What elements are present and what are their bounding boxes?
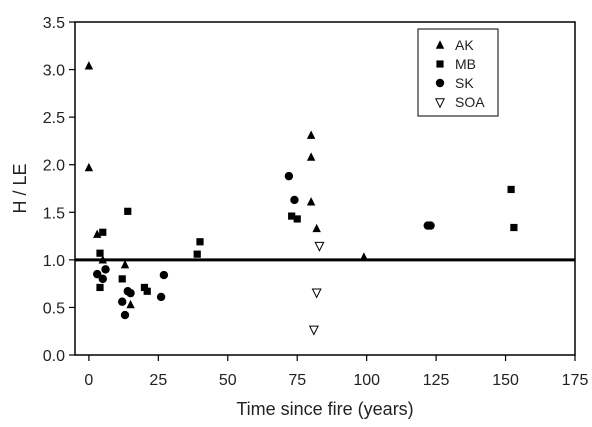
data-point-soa (311, 288, 322, 299)
y-axis-title: H / LE (10, 163, 30, 213)
y-tick-label: 1.5 (43, 205, 65, 222)
data-point-ak (312, 223, 321, 233)
legend-marker-soa (434, 98, 446, 109)
data-point-mb (193, 250, 201, 258)
data-point-ak (98, 255, 107, 264)
y-tick-label: 3.0 (43, 63, 65, 80)
data-point-ak (359, 252, 369, 261)
x-tick-label: 25 (149, 372, 167, 389)
data-point-sk (118, 297, 127, 306)
data-point-ak (126, 299, 135, 309)
legend-marker-ak (435, 40, 445, 49)
y-tick-label: 3.5 (43, 15, 65, 32)
data-point-ak (306, 130, 316, 139)
data-point-sk (126, 288, 135, 298)
data-point-ak (120, 259, 130, 269)
legend-marker-mb (436, 60, 444, 68)
y-tick-label: 1.0 (43, 253, 65, 270)
x-axis-title: Time since fire (years) (236, 399, 413, 419)
data-point-ak (84, 61, 94, 70)
x-tick-label: 150 (492, 372, 519, 389)
data-point-ak (306, 197, 316, 206)
data-point-mb (96, 283, 104, 292)
data-point-mb (288, 212, 296, 220)
data-point-mb (196, 238, 204, 246)
legend-label-mb: MB (455, 56, 476, 72)
data-point-mb (507, 185, 515, 194)
legend-marker-sk (435, 78, 445, 88)
y-tick-label: 2.5 (43, 110, 65, 127)
y-tick-label: 2.0 (43, 158, 65, 175)
x-tick-label: 75 (288, 372, 306, 389)
data-point-sk (159, 270, 169, 280)
data-point-mb (293, 215, 301, 223)
data-point-sk (284, 171, 294, 181)
legend: AK MB SK SOA (417, 28, 499, 117)
data-point-mb (143, 287, 151, 295)
x-tick-label: 0 (84, 372, 93, 389)
data-point-sk (93, 269, 102, 279)
data-point-sk (290, 195, 299, 205)
legend-label-sk: SK (455, 75, 474, 91)
data-point-mb (124, 207, 132, 215)
x-tick-label: 175 (562, 372, 589, 389)
data-point-soa (308, 325, 319, 336)
data-point-mb (118, 275, 126, 283)
data-point-sk (120, 310, 130, 320)
x-tick-label: 50 (219, 372, 237, 389)
data-point-ak (84, 162, 94, 172)
x-tick-label: 125 (423, 372, 450, 389)
legend-box (417, 28, 499, 117)
data-point-sk (101, 265, 110, 274)
x-tick-label: 100 (353, 372, 380, 389)
data-point-mb (99, 228, 107, 236)
data-point-mb (510, 223, 518, 232)
data-point-sk (98, 274, 107, 284)
legend-label-ak: AK (455, 37, 474, 53)
data-point-ak (306, 152, 316, 161)
data-point-mb (140, 283, 149, 292)
plot-area-frame (74, 21, 576, 356)
y-tick-label: 0.0 (43, 348, 65, 365)
legend-label-soa: SOA (455, 94, 485, 110)
data-point-sk (426, 221, 435, 230)
data-point-mb (96, 249, 104, 257)
data-point-soa (314, 241, 325, 252)
y-tick-label: 0.5 (43, 300, 65, 317)
data-point-sk (156, 292, 166, 302)
